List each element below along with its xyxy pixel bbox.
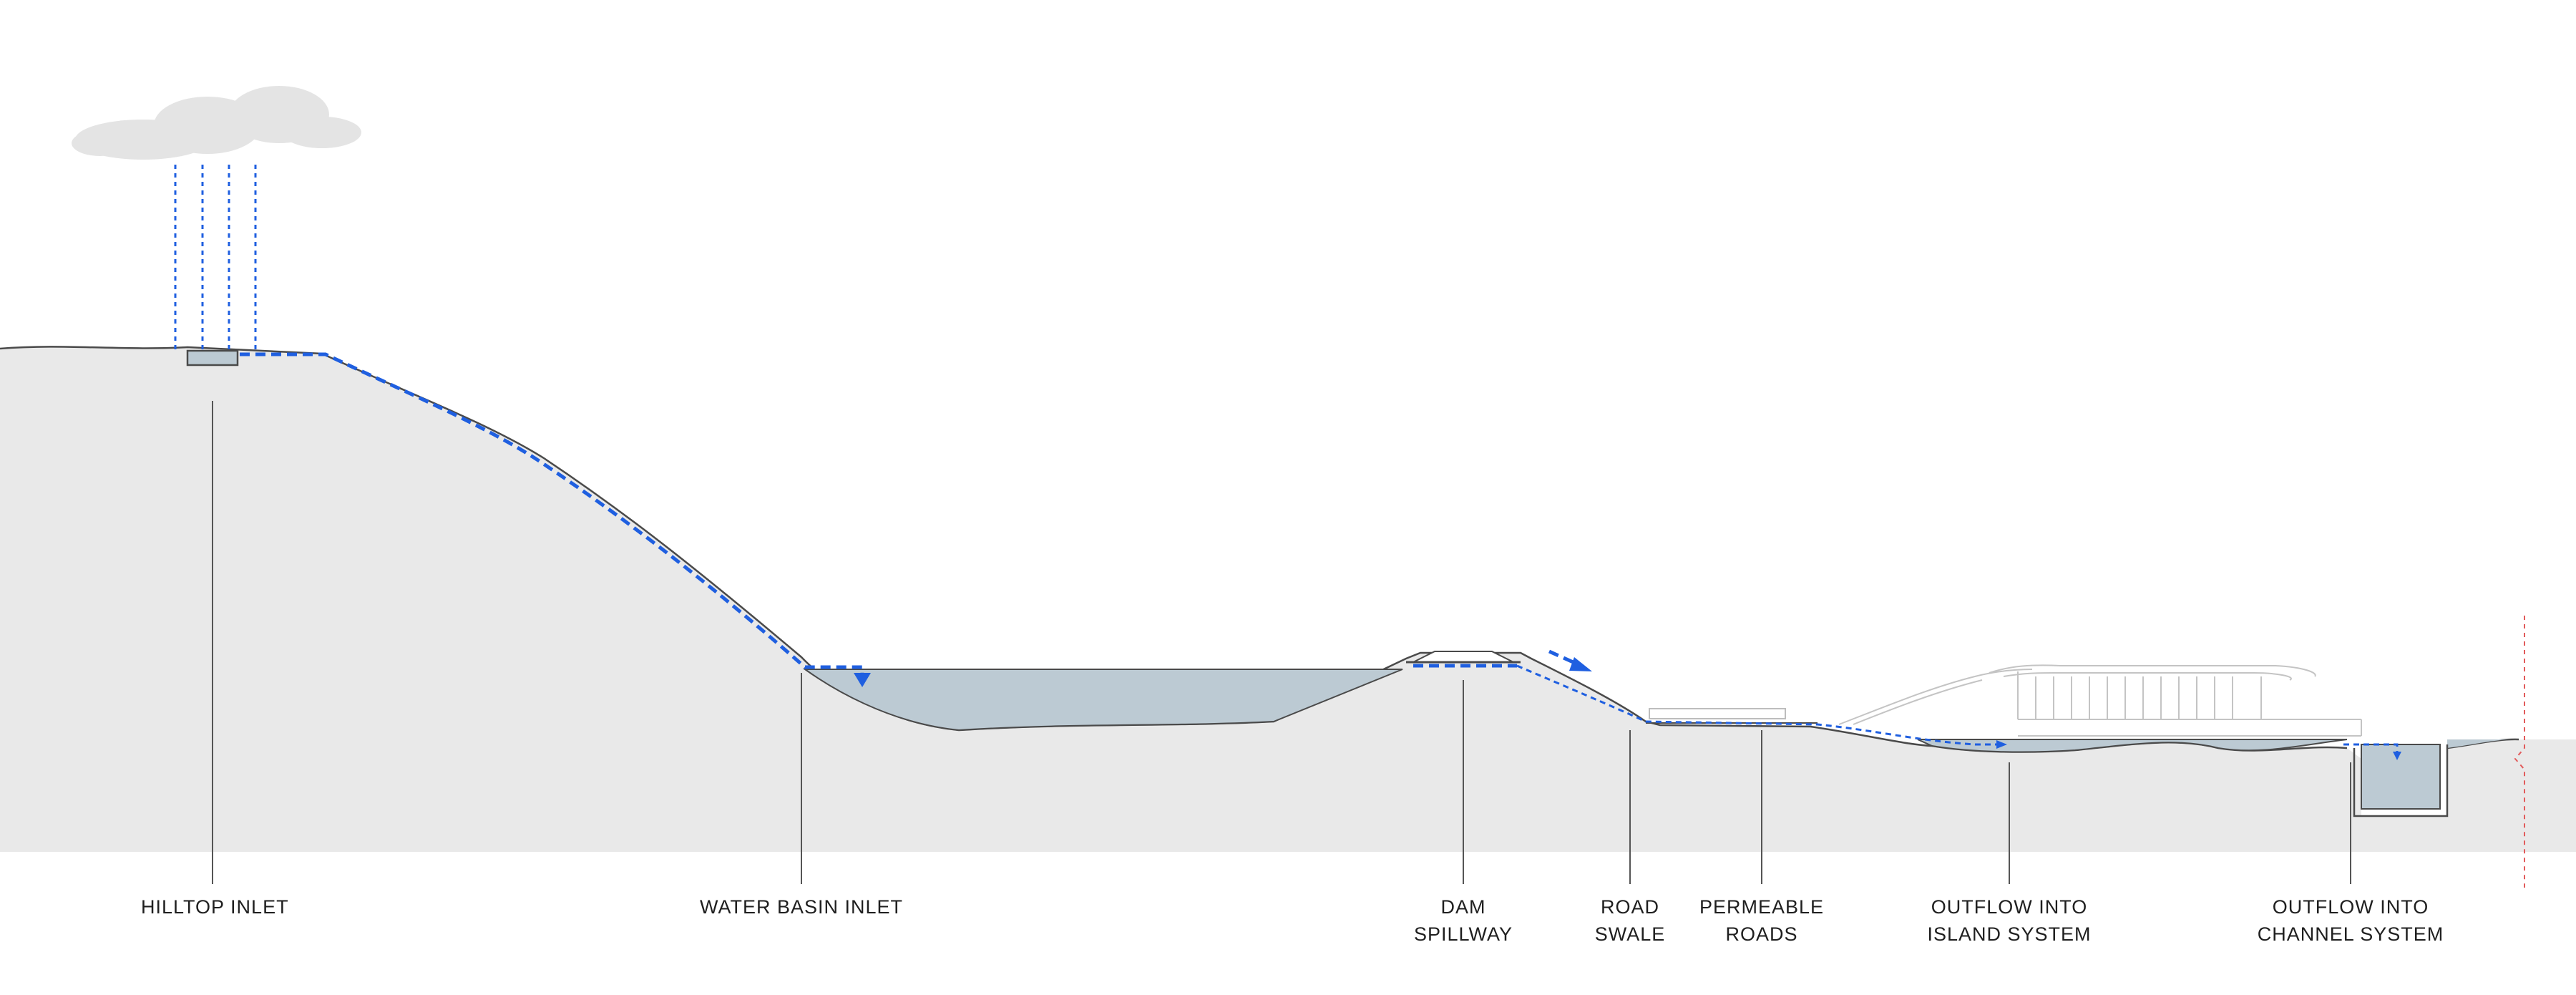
label-dam-spillway: DAM SPILLWAY bbox=[1413, 896, 1513, 945]
label-road-swale: ROAD SWALE bbox=[1594, 896, 1666, 945]
ground-terrain bbox=[0, 346, 2576, 853]
flow-arrow-icon bbox=[854, 673, 871, 687]
channel-flow-path bbox=[2343, 743, 2399, 752]
spillway-flow-arrow bbox=[1548, 649, 1579, 666]
label-outflow-island: OUTFLOW INTO ISLAND SYSTEM bbox=[1927, 896, 2092, 945]
runoff-flow-path bbox=[240, 352, 864, 676]
permeable-road-surface bbox=[1649, 708, 1786, 719]
rain-icon bbox=[174, 165, 257, 349]
section-boundary-line bbox=[2514, 616, 2525, 888]
hilltop-inlet-basin bbox=[186, 349, 239, 367]
label-permeable-roads: PERMEABLE ROADS bbox=[1699, 896, 1825, 945]
building-outline bbox=[1838, 664, 2362, 737]
channel-system-water bbox=[2361, 744, 2441, 810]
cloud-icon bbox=[72, 86, 361, 160]
reservoir-water bbox=[802, 669, 1403, 732]
flow-arrow-icon bbox=[2393, 752, 2401, 760]
channel-system-outer bbox=[2353, 744, 2449, 817]
label-leaders bbox=[212, 401, 2351, 884]
island-system-water bbox=[1917, 739, 2348, 753]
label-outflow-channel: OUTFLOW INTO CHANNEL SYSTEM bbox=[2257, 896, 2444, 945]
label-water-basin-inlet: WATER BASIN INLET bbox=[699, 896, 904, 918]
swale-flow-path bbox=[1516, 664, 1976, 746]
channel-edge-water bbox=[2447, 739, 2519, 748]
label-hilltop-inlet: HILLTOP INLET bbox=[141, 896, 289, 918]
flow-arrow-icon bbox=[1569, 657, 1592, 671]
flow-arrow-icon bbox=[1996, 740, 2007, 749]
